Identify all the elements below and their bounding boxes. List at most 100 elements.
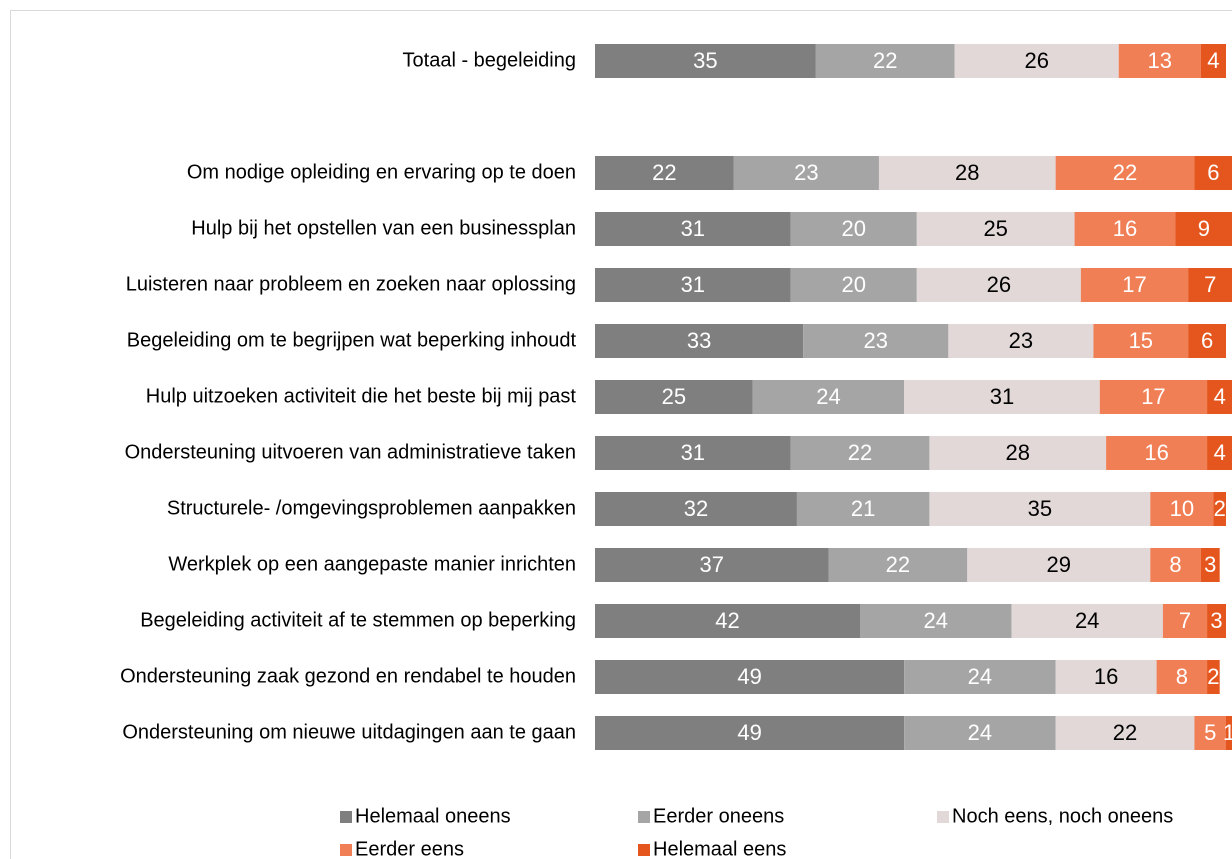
value-label: 31 — [681, 272, 705, 297]
legend-swatch — [340, 844, 352, 856]
value-label: 24 — [1075, 608, 1099, 633]
bar-segment — [878, 156, 1056, 190]
bar-segment — [595, 44, 816, 78]
category-label: Totaal - begeleiding — [403, 49, 576, 71]
bar-segment — [904, 716, 1056, 750]
bar-segment — [929, 436, 1107, 470]
bar-segment — [1213, 492, 1226, 526]
bar-segment — [595, 268, 791, 302]
value-label: 22 — [848, 440, 872, 465]
bar-segment — [954, 44, 1119, 78]
bar-segment — [1093, 324, 1189, 358]
value-label: 8 — [1169, 552, 1181, 577]
value-label: 37 — [699, 552, 723, 577]
value-label: 24 — [968, 664, 992, 689]
legend-label: Eerder oneens — [653, 805, 784, 827]
value-label: 22 — [1113, 720, 1137, 745]
bar-segment — [752, 380, 905, 414]
value-label: 31 — [681, 216, 705, 241]
bar-segment — [790, 268, 917, 302]
bar-segment — [1207, 436, 1232, 470]
value-label: 26 — [1024, 48, 1048, 73]
bar-segment — [796, 492, 930, 526]
bar-segment — [595, 436, 791, 470]
bar-segment — [1162, 604, 1208, 638]
bar-segment — [1150, 548, 1201, 582]
bar-segment — [1194, 156, 1232, 190]
bar-segment — [1188, 324, 1226, 358]
value-label: 21 — [851, 496, 875, 521]
bar-segment — [1099, 380, 1208, 414]
bar-segment — [967, 548, 1151, 582]
category-label: Begeleiding om te begrijpen wat beperkin… — [127, 329, 577, 351]
bar-segment — [790, 212, 917, 246]
bar-segment — [1200, 44, 1226, 78]
bar-segment — [595, 324, 804, 358]
value-label: 6 — [1201, 328, 1213, 353]
category-label: Ondersteuning zaak gezond en rendabel te… — [120, 665, 576, 687]
value-label: 15 — [1129, 328, 1153, 353]
bar-segment — [733, 156, 879, 190]
value-label: 20 — [841, 272, 865, 297]
value-label: 28 — [1006, 440, 1030, 465]
value-label: 4 — [1214, 384, 1226, 409]
bar-segment — [916, 268, 1081, 302]
value-label: 23 — [794, 160, 818, 185]
category-label: Ondersteuning uitvoeren van administrati… — [125, 441, 576, 463]
legend-swatch — [638, 844, 650, 856]
category-label: Werkplek op een aangepaste manier inrich… — [168, 553, 576, 575]
bar-segment — [1156, 660, 1208, 694]
bar-segment — [828, 548, 968, 582]
value-label: 24 — [816, 384, 840, 409]
bar-segment — [815, 44, 955, 78]
value-label: 3 — [1210, 608, 1222, 633]
category-label: Luisteren naar probleem en zoeken naar o… — [126, 273, 576, 295]
value-label: 8 — [1176, 664, 1188, 689]
value-label: 17 — [1122, 272, 1146, 297]
bar-segment — [1200, 548, 1220, 582]
value-label: 49 — [737, 664, 761, 689]
value-label: 2 — [1207, 664, 1219, 689]
value-label: 23 — [864, 328, 888, 353]
legend-label: Helemaal eens — [653, 838, 786, 859]
bar-segment — [904, 380, 1100, 414]
bar-segment — [595, 716, 905, 750]
bar-segment — [916, 212, 1075, 246]
bar-segment — [595, 548, 829, 582]
value-label: 2 — [1214, 496, 1226, 521]
bar-segment — [595, 604, 861, 638]
bar-segment — [1074, 212, 1176, 246]
value-label: 13 — [1148, 48, 1172, 73]
value-label: 32 — [684, 496, 708, 521]
legend-swatch — [340, 811, 352, 823]
value-label: 4 — [1214, 440, 1226, 465]
bar-segment — [595, 660, 905, 694]
chart-frame — [10, 10, 1232, 859]
bar-segment — [1080, 268, 1189, 302]
bar-segment — [790, 436, 930, 470]
value-label: 7 — [1204, 272, 1216, 297]
value-label: 6 — [1207, 160, 1219, 185]
bar-segment — [595, 492, 797, 526]
bar-segment — [1194, 716, 1226, 750]
bar-segment — [595, 380, 753, 414]
value-label: 49 — [737, 720, 761, 745]
value-label: 22 — [1113, 160, 1137, 185]
value-label: 31 — [990, 384, 1014, 409]
category-label: Om nodige opleiding en ervaring op te do… — [187, 161, 576, 183]
value-label: 3 — [1204, 552, 1216, 577]
value-label: 42 — [715, 608, 739, 633]
legend-label: Noch eens, noch oneens — [952, 805, 1173, 827]
legend-label: Eerder eens — [355, 838, 464, 859]
bar-segment — [595, 212, 791, 246]
bar-segment — [1118, 44, 1201, 78]
value-label: 10 — [1170, 496, 1194, 521]
category-label: Structurele- /omgevingsproblemen aanpakk… — [167, 497, 576, 519]
bar-segment — [1175, 212, 1232, 246]
value-label: 22 — [652, 160, 676, 185]
bar-segment — [1011, 604, 1163, 638]
bar-segment — [1207, 660, 1220, 694]
bar-segment — [948, 324, 1094, 358]
value-label: 28 — [955, 160, 979, 185]
